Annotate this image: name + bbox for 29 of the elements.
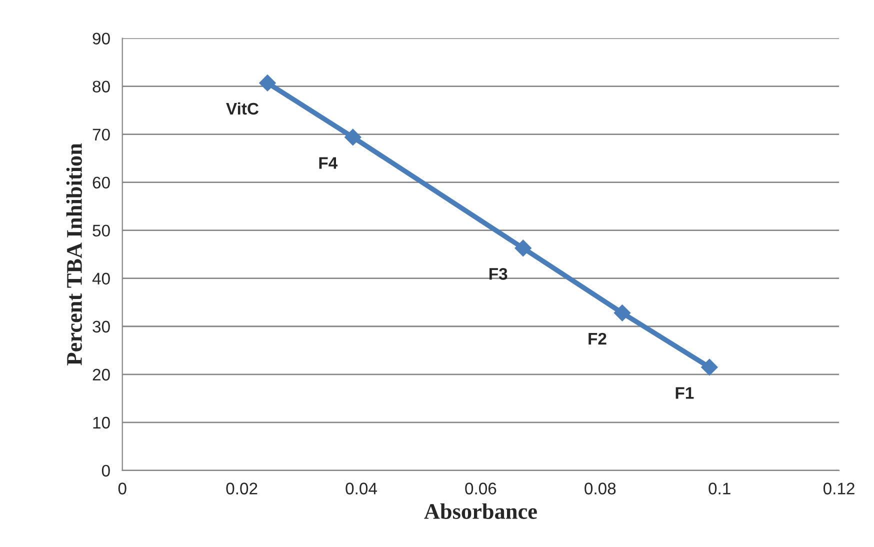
y-tick-label: 40	[92, 272, 110, 285]
y-tick-label: 80	[92, 80, 110, 93]
annotation: F4	[319, 157, 338, 169]
x-tick-label: 0.02	[226, 482, 258, 494]
y-tick-label: 50	[92, 224, 110, 237]
annotation: VitC	[226, 102, 259, 115]
y-tick-label: 30	[92, 320, 110, 333]
y-tick-label: 10	[93, 416, 110, 429]
x-tick-label: 0.04	[346, 482, 377, 494]
x-tick-label: 0.08	[584, 482, 616, 494]
y-tick-label: 60	[92, 176, 110, 189]
point	[701, 358, 718, 376]
point	[614, 304, 631, 322]
point	[344, 128, 362, 146]
point	[259, 74, 276, 92]
annotation: F1	[676, 387, 694, 399]
y-tick-label: 90	[92, 32, 110, 44]
annotation: F2	[588, 332, 606, 344]
x-axis-title: Absorbance	[424, 503, 537, 519]
x-tick-label: 0.1	[708, 482, 730, 494]
x-tick-label: 0.12	[823, 482, 854, 494]
x-tick-label: 0.06	[465, 482, 496, 494]
point	[514, 240, 532, 256]
y-axis-title: Percent TBA Inhibition	[66, 143, 82, 366]
x-tick-label: 0	[118, 482, 126, 494]
y-tick-label: 0	[102, 464, 110, 477]
y-tick-label: 70	[92, 128, 110, 141]
y-tick-label: 20	[92, 368, 110, 381]
annotation: F3	[489, 268, 508, 280]
